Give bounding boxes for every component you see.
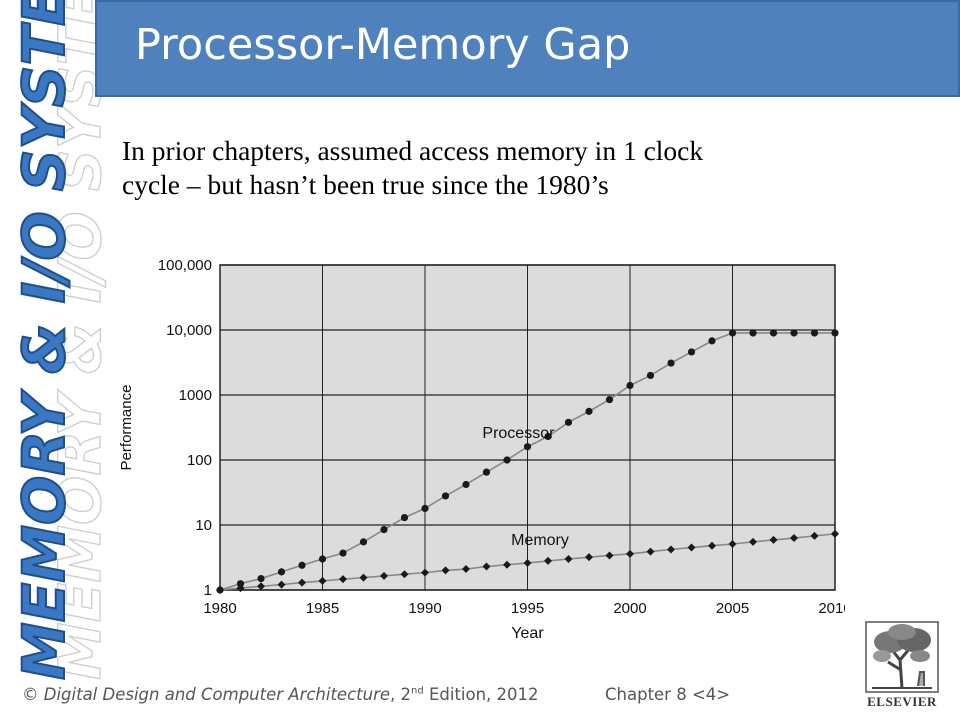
- edition-number: 2: [400, 685, 412, 704]
- x-axis-label: Year: [511, 625, 544, 642]
- data-point-memory: [728, 540, 737, 549]
- title-bar: Processor-Memory Gap: [95, 0, 960, 97]
- data-point-processor: [503, 456, 511, 464]
- data-point-memory: [626, 549, 634, 558]
- series-label-processor: Processor: [482, 425, 555, 442]
- data-point-processor: [585, 407, 593, 415]
- x-tick-label: 1995: [511, 600, 544, 617]
- data-point-memory: [257, 582, 265, 591]
- x-tick-label: 2005: [716, 600, 749, 617]
- data-point-processor: [298, 561, 306, 569]
- data-point-processor: [277, 568, 286, 576]
- footer-copyright: © Digital Design and Computer Architectu…: [22, 685, 539, 704]
- performance-chart: 1 10 100 1000 10,000 100,000 1980 1985 1990 1995 2…: [118, 257, 845, 642]
- data-point-processor: [482, 468, 491, 476]
- data-point-processor: [831, 329, 839, 337]
- data-point-memory: [708, 541, 716, 550]
- y-tick-label: 100: [187, 452, 212, 469]
- side-title-text: MEMORY & I/O SYSTEMS: [9, 0, 79, 681]
- x-tick-label: 2000: [613, 600, 646, 617]
- edition-suffix: nd: [411, 685, 424, 697]
- data-point-processor: [462, 480, 470, 489]
- data-point-memory: [564, 554, 573, 563]
- data-point-processor: [810, 329, 819, 337]
- tree-logo-icon: [865, 621, 939, 693]
- data-point-memory: [605, 551, 614, 560]
- data-point-memory: [831, 529, 839, 538]
- slide-title: Processor-Memory Gap: [135, 20, 631, 70]
- y-tick-label: 100,000: [158, 257, 212, 274]
- body-text: In prior chapters, assumed access memory…: [122, 134, 882, 202]
- data-point-processor: [708, 337, 716, 345]
- data-point-memory: [216, 586, 224, 594]
- data-point-processor: [646, 371, 655, 380]
- body-text-line-2: cycle – but hasn’t been true since the 1…: [122, 169, 609, 200]
- copyright-symbol: ©: [22, 685, 39, 704]
- footer-chapter: Chapter 8 <4>: [605, 685, 731, 704]
- data-point-memory: [544, 556, 552, 565]
- series-label-memory: Memory: [511, 532, 569, 549]
- data-point-memory: [482, 562, 491, 571]
- x-tick-label: 1980: [203, 600, 236, 617]
- data-point-processor: [749, 329, 757, 337]
- publisher-logo: ELSEVIER: [862, 620, 942, 710]
- x-tick-label: 1990: [408, 600, 441, 617]
- data-point-memory: [585, 553, 593, 562]
- data-point-processor: [605, 395, 614, 404]
- x-tick-label: 1985: [306, 600, 339, 617]
- y-tick-label: 10,000: [166, 322, 212, 339]
- data-point-processor: [667, 359, 675, 367]
- data-point-processor: [769, 329, 778, 337]
- data-point-processor: [687, 348, 696, 356]
- data-point-processor: [626, 381, 634, 390]
- side-title: MEMORY & I/O SYSTEMS MEMORY & I/O SYSTEM…: [0, 0, 115, 690]
- data-point-memory: [687, 543, 696, 552]
- data-point-processor: [790, 329, 798, 337]
- y-tick-label: 1000: [179, 387, 212, 404]
- data-point-memory: [646, 547, 655, 556]
- data-point-processor: [318, 555, 327, 563]
- data-point-memory: [749, 537, 757, 546]
- data-point-memory: [441, 566, 450, 575]
- data-point-processor: [421, 504, 429, 513]
- edition-year: Edition, 2012: [428, 685, 539, 704]
- data-point-memory: [318, 576, 327, 585]
- data-point-memory: [277, 580, 286, 589]
- data-point-memory: [400, 570, 409, 579]
- data-point-memory: [298, 578, 306, 587]
- data-point-processor: [359, 538, 368, 546]
- book-title: Digital Design and Computer Architecture: [43, 685, 391, 704]
- data-point-processor: [564, 418, 573, 426]
- data-point-processor: [523, 443, 532, 451]
- data-point-memory: [339, 575, 347, 584]
- y-tick-label: 1: [204, 582, 212, 599]
- data-point-memory: [667, 545, 675, 554]
- data-point-processor: [400, 513, 409, 522]
- data-point-processor: [236, 580, 245, 588]
- data-point-memory: [810, 531, 819, 540]
- data-point-memory: [523, 559, 532, 568]
- data-point-memory: [790, 534, 798, 543]
- x-tick-label: 2010: [818, 600, 845, 617]
- data-point-memory: [236, 584, 245, 593]
- y-axis-label: Performance: [118, 385, 135, 471]
- data-point-memory: [462, 565, 470, 574]
- data-point-processor: [728, 329, 737, 337]
- data-point-memory: [503, 560, 511, 569]
- logo-text: ELSEVIER: [867, 694, 937, 709]
- body-text-line-1: In prior chapters, assumed access memory…: [122, 135, 704, 166]
- data-point-memory: [421, 568, 429, 577]
- data-point-memory: [380, 571, 388, 580]
- y-tick-label: 10: [195, 517, 212, 534]
- data-point-processor: [339, 549, 347, 557]
- data-point-processor: [380, 525, 388, 534]
- data-point-memory: [769, 535, 778, 544]
- data-point-processor: [257, 574, 265, 583]
- data-point-processor: [441, 492, 450, 500]
- data-point-processor: [544, 432, 552, 441]
- data-point-memory: [359, 573, 368, 582]
